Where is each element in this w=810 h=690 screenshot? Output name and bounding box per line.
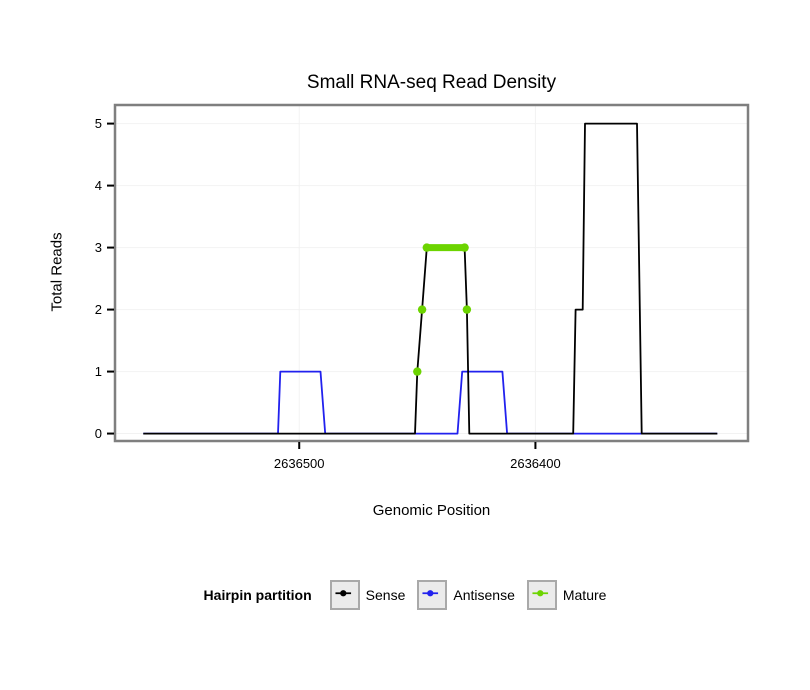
svg-text:2636500: 2636500 xyxy=(274,456,325,471)
legend-key-icon xyxy=(329,580,360,610)
legend-title: Hairpin partition xyxy=(203,587,312,603)
legend-entry-mature: Mature xyxy=(526,580,607,610)
svg-text:3: 3 xyxy=(95,240,102,255)
svg-text:4: 4 xyxy=(95,178,102,193)
legend-entry-sense: Sense xyxy=(329,580,406,610)
svg-text:5: 5 xyxy=(95,116,102,131)
y-axis-label: Total Reads xyxy=(48,232,66,312)
chart-title: Small RNA-seq Read Density xyxy=(306,72,557,93)
svg-text:2636400: 2636400 xyxy=(510,456,561,471)
legend: Hairpin partition Sense Antisense Mature xyxy=(0,580,810,610)
legend-entry-label: Sense xyxy=(365,587,406,603)
svg-text:2: 2 xyxy=(95,302,102,317)
legend-entry-label: Antisense xyxy=(453,587,515,603)
legend-key-icon xyxy=(417,580,448,610)
svg-text:1: 1 xyxy=(95,364,102,379)
legend-entry-label: Mature xyxy=(562,587,607,603)
x-axis-label: Genomic Position xyxy=(372,502,491,519)
svg-text:0: 0 xyxy=(95,426,102,441)
plot-svg: 0 1 2 3 4 5 2636500 2636400 xyxy=(95,103,750,471)
legend-entry-antisense: Antisense xyxy=(417,580,515,610)
legend-key-icon xyxy=(526,580,557,610)
